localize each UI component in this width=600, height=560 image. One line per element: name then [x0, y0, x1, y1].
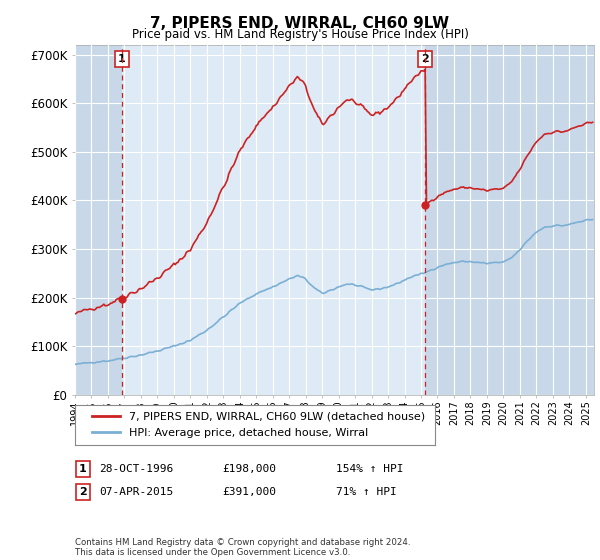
Text: 07-APR-2015: 07-APR-2015 — [99, 487, 173, 497]
Text: £391,000: £391,000 — [222, 487, 276, 497]
Text: 28-OCT-1996: 28-OCT-1996 — [99, 464, 173, 474]
Text: 154% ↑ HPI: 154% ↑ HPI — [336, 464, 404, 474]
Text: 7, PIPERS END, WIRRAL, CH60 9LW: 7, PIPERS END, WIRRAL, CH60 9LW — [151, 16, 449, 31]
Text: 1: 1 — [79, 464, 86, 474]
Text: 1: 1 — [118, 54, 125, 64]
Text: 2: 2 — [79, 487, 86, 497]
Text: £198,000: £198,000 — [222, 464, 276, 474]
Text: 71% ↑ HPI: 71% ↑ HPI — [336, 487, 397, 497]
Text: 2: 2 — [422, 54, 430, 64]
Bar — [75, 45, 122, 395]
Text: Contains HM Land Registry data © Crown copyright and database right 2024.
This d: Contains HM Land Registry data © Crown c… — [75, 538, 410, 557]
Legend: 7, PIPERS END, WIRRAL, CH60 9LW (detached house), HPI: Average price, detached h: 7, PIPERS END, WIRRAL, CH60 9LW (detache… — [88, 407, 430, 443]
Text: Price paid vs. HM Land Registry's House Price Index (HPI): Price paid vs. HM Land Registry's House … — [131, 28, 469, 41]
Bar — [425, 45, 594, 395]
